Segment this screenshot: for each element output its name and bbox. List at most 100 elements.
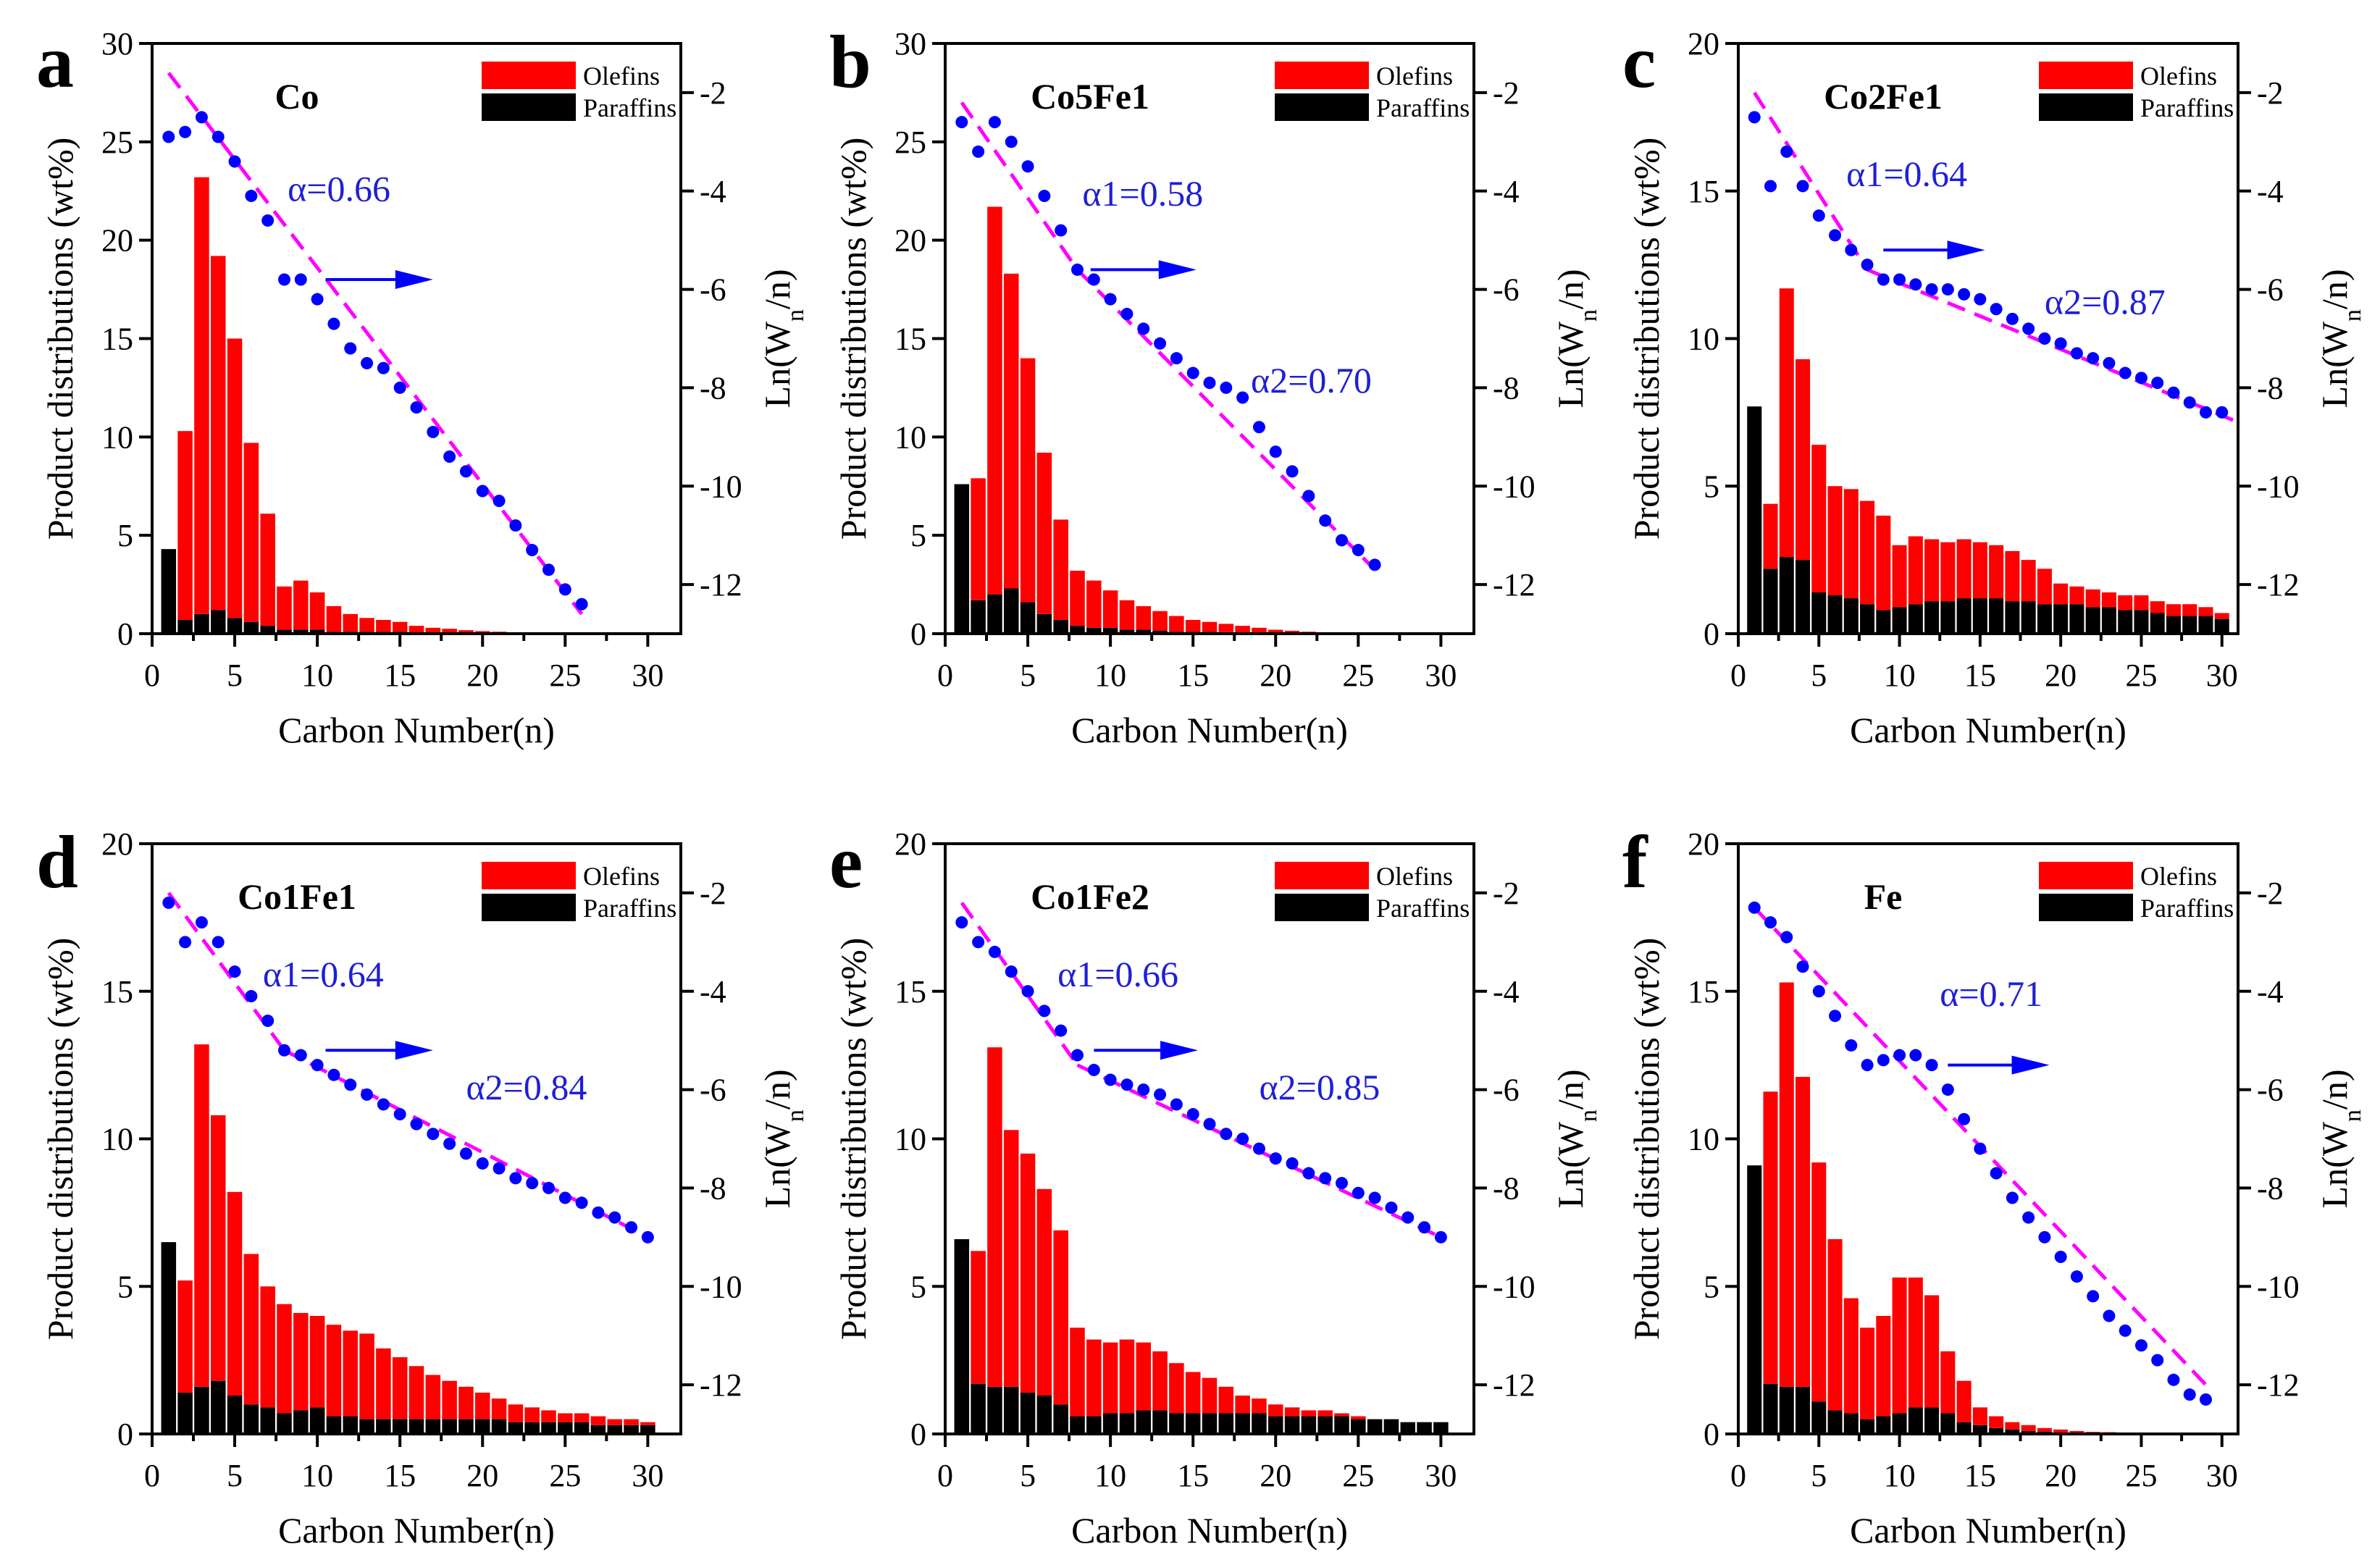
y2-axis-label-part: Ln(W (757, 1121, 797, 1208)
asf-point (493, 1162, 506, 1175)
asf-point (1925, 283, 1938, 296)
olefin-bar (2085, 589, 2100, 608)
paraffin-bar (1892, 607, 1907, 634)
y-tick-label: 15 (1688, 974, 1719, 1010)
alpha-label: α2=0.87 (2045, 282, 2166, 322)
x-axis-label: Carbon Number(n) (278, 710, 555, 750)
x-tick-label: 10 (1094, 658, 1126, 693)
paraffin-bar (260, 626, 275, 634)
olefin-bar (1989, 545, 2004, 599)
paraffin-bar (1989, 1427, 2004, 1434)
asf-point (1137, 322, 1150, 335)
y2-axis-label: Ln(Wn/n) (757, 1070, 809, 1209)
asf-point (1137, 1083, 1150, 1096)
olefin-bar (1827, 486, 1843, 596)
asf-point (1021, 160, 1034, 173)
x-tick-label: 20 (1260, 1458, 1291, 1493)
asf-point (261, 214, 275, 227)
olefin-bar (2069, 1430, 2084, 1433)
olefin-bar (1940, 542, 1956, 602)
olefin-bar (1940, 1351, 1956, 1414)
paraffin-bar (326, 1416, 342, 1434)
y2-tick-label: -12 (2257, 1367, 2300, 1403)
asf-point (1796, 180, 1809, 193)
panel-letter: c (1622, 20, 1656, 104)
asf-point (1087, 1063, 1100, 1076)
olefin-bar (1956, 539, 1972, 599)
paraffin-bar (1796, 1386, 1811, 1434)
paraffin-bar (1367, 1419, 1383, 1434)
panel-title: Co2Fe1 (1824, 76, 1943, 117)
paraffin-bar (1843, 598, 1859, 634)
paraffin-bar (971, 600, 986, 634)
paraffin-bar (574, 1422, 590, 1434)
x-tick-label: 25 (1342, 1458, 1374, 1493)
asf-point (211, 130, 225, 143)
y2-axis-label-part: /n) (1550, 1070, 1591, 1110)
y2-tick-label: -4 (700, 174, 726, 209)
y2-tick-label: -12 (1493, 1367, 1535, 1403)
olefin-bar (326, 605, 342, 632)
olefin-bar (277, 586, 292, 630)
asf-point (377, 1098, 390, 1111)
y2-tick-label: -12 (1493, 567, 1535, 603)
paraffin-bar (260, 1407, 275, 1434)
asf-point (2199, 406, 2212, 419)
olefin-bar (1036, 1188, 1052, 1396)
paraffin-bar (558, 1422, 573, 1434)
y2-tick-label: -8 (1493, 370, 1520, 406)
paraffin-bar (1235, 1413, 1250, 1434)
y-tick-label: 0 (1704, 616, 1719, 652)
asf-point (1877, 1054, 1890, 1067)
olefin-bar (508, 1404, 524, 1422)
olefin-bar (1202, 1377, 1218, 1414)
olefin-bar (524, 1407, 540, 1422)
asf-point (988, 116, 1001, 129)
asf-point (393, 1108, 406, 1121)
olefin-bar (1152, 611, 1168, 631)
y-tick-label: 10 (101, 419, 133, 455)
x-tick-label: 0 (1730, 658, 1746, 693)
x-tick-label: 15 (1177, 1458, 1209, 1493)
olefin-bar (442, 629, 457, 633)
paraffin-bar (277, 1413, 292, 1434)
paraffin-bar (2037, 604, 2052, 634)
panel-letter: e (829, 821, 863, 904)
olefin-bar (408, 626, 424, 633)
legend-olefins-label: Olefins (583, 862, 660, 891)
paraffin-bar (2182, 616, 2197, 634)
paraffin-bar (2214, 618, 2229, 634)
asf-point (1893, 273, 1906, 286)
asf-point (2183, 1388, 2196, 1401)
asf-point (1252, 1142, 1265, 1155)
x-tick-label: 10 (301, 1458, 333, 1493)
y-tick-label: 10 (1688, 1122, 1719, 1157)
olefin-bar (1924, 1295, 1940, 1408)
asf-point (1154, 337, 1167, 350)
paraffin-bar (243, 1404, 259, 1434)
x-tick-label: 30 (1425, 1458, 1457, 1493)
x-axis-label: Carbon Number(n) (1850, 710, 2127, 750)
panel-f: f α=0.71 0 5 10 15 20 25 30 0 5 10 15 20 -2 -4 -6 -8 -10 -1… (1622, 821, 2366, 1551)
alpha-label: α1=0.58 (1082, 173, 1203, 214)
asf-point (1055, 1024, 1068, 1037)
olefin-bar (1972, 1407, 1987, 1425)
asf-point (1368, 558, 1381, 571)
y-tick-label: 5 (910, 1269, 926, 1304)
asf-point (1401, 1211, 1415, 1224)
legend-olefins-swatch (2039, 862, 2133, 889)
asf-point (459, 1147, 472, 1160)
paraffin-bar (1417, 1422, 1432, 1434)
asf-point (2038, 1230, 2051, 1243)
y-tick-label: 0 (910, 1417, 926, 1452)
olefin-bar (1876, 1316, 1891, 1417)
asf-point (1748, 111, 1761, 124)
asf-point (1336, 1177, 1348, 1190)
olefin-bar (1763, 1091, 1778, 1384)
paraffin-bar (2005, 601, 2020, 634)
olefin-bar (343, 1330, 359, 1417)
olefin-bar (1086, 1339, 1102, 1417)
paraffin-bar (1317, 1416, 1333, 1434)
y2-axis-label-part: Ln(W (1550, 1121, 1591, 1208)
asf-point (2183, 396, 2196, 409)
